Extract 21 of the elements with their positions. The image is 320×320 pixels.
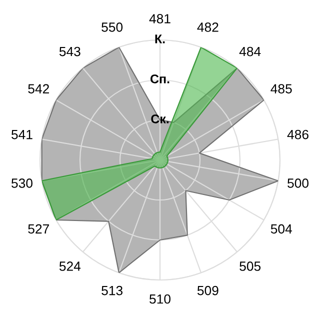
spoke-label: 510 — [150, 294, 170, 304]
y-tick-label: Ск. — [151, 114, 169, 124]
spoke-label: 542 — [28, 84, 49, 94]
spoke-label: 500 — [288, 178, 308, 188]
spoke-label: 482 — [197, 22, 218, 32]
spoke-label: 527 — [28, 224, 49, 234]
spoke-label: 504 — [270, 224, 292, 234]
spoke-label: 505 — [240, 262, 261, 271]
spoke-label: 513 — [102, 286, 122, 296]
spoke-label: 541 — [12, 130, 32, 140]
spoke-label: 486 — [287, 130, 308, 140]
spoke-label: 543 — [59, 46, 80, 56]
y-tick-label: Сп. — [150, 74, 170, 84]
spoke-label: 481 — [149, 14, 170, 24]
spoke-label: 484 — [239, 46, 261, 56]
spoke-label: 530 — [12, 178, 32, 188]
y-tick-label: К. — [155, 34, 165, 44]
spoke-label: 550 — [102, 22, 123, 32]
spoke-label: 509 — [197, 286, 218, 296]
spoke-label: 485 — [270, 84, 292, 94]
spoke-label: 524 — [59, 262, 81, 271]
